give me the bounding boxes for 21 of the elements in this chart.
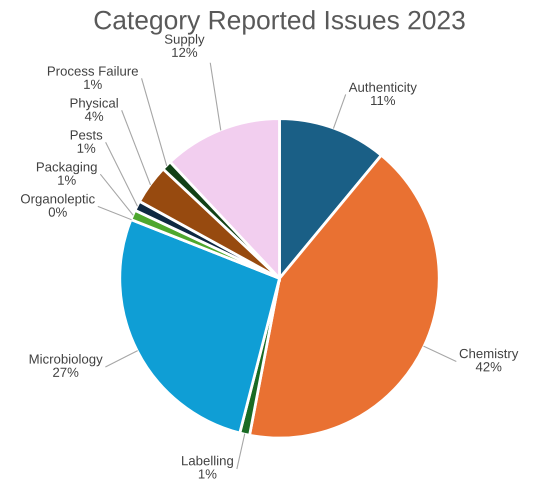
category-label: Organoleptic — [20, 194, 95, 206]
data-label: 42% — [476, 362, 502, 372]
text: 0% — [48, 207, 67, 217]
data-label: 11% — [371, 96, 396, 106]
slice-label: Process Failure — [48, 66, 138, 76]
data-label: 12% — [172, 48, 198, 57]
data-label: 1% — [78, 144, 96, 153]
slice-label: Labelling — [182, 456, 233, 468]
slice-label: Supply — [164, 34, 205, 46]
data-label: 1% — [58, 176, 76, 185]
data-label: 27% — [53, 368, 78, 377]
chart-title: Category Reported Issues 2023 — [94, 10, 465, 35]
slice-label: Physical — [70, 98, 118, 110]
slice-label: Authenticity — [348, 82, 417, 95]
slice-label: Chemistry — [460, 348, 518, 361]
data-label: 4% — [84, 112, 104, 121]
data-label: 1% — [198, 469, 216, 479]
data-label: 1% — [84, 80, 102, 89]
slice-label: Pests — [70, 130, 102, 140]
slice-label: Packaging — [36, 162, 97, 174]
slice-label: Microbiology — [30, 354, 103, 366]
